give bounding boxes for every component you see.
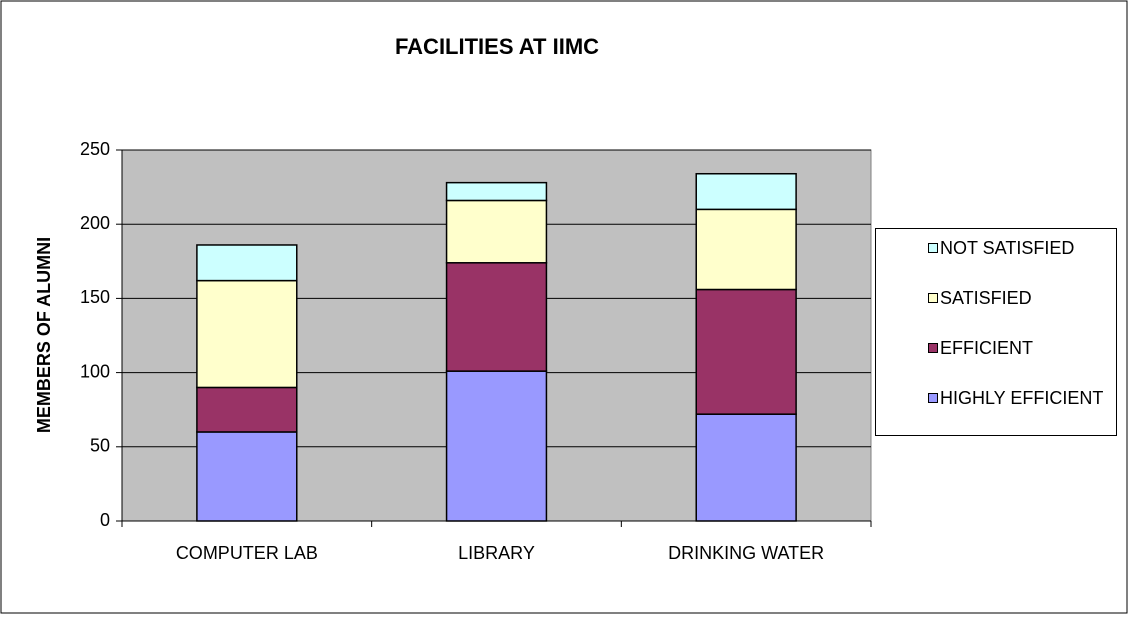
- y-axis-label: MEMBERS OF ALUMNI: [34, 237, 54, 433]
- bar-segment: [445, 262, 548, 372]
- legend-item: HIGHLY EFFICIENT: [928, 387, 1116, 437]
- bar-segment: [445, 370, 548, 522]
- legend-label: EFFICIENT: [940, 338, 1033, 358]
- bar-segment: [695, 172, 797, 211]
- bar-segment: [695, 208, 797, 291]
- y-tick-label: 50: [90, 436, 110, 456]
- x-tick-label: COMPUTER LAB: [176, 543, 318, 563]
- bar-segment: [445, 181, 548, 202]
- legend-label: NOT SATISFIED: [940, 238, 1075, 258]
- bar-segment: [196, 431, 298, 522]
- legend-item: SATISFIED: [928, 287, 1116, 337]
- bar-segment: [695, 288, 797, 415]
- legend-swatch: [928, 293, 938, 303]
- chart-title: FACILITIES AT IIMC: [395, 34, 599, 59]
- x-tick-label: LIBRARY: [458, 543, 535, 563]
- bar-segment: [196, 386, 298, 433]
- bar-segment: [196, 244, 298, 282]
- legend-item: EFFICIENT: [928, 337, 1116, 387]
- y-tick-label: 200: [80, 213, 110, 233]
- y-tick-label: 150: [80, 287, 110, 307]
- legend-label: SATISFIED: [940, 288, 1032, 308]
- legend-item: NOT SATISFIED: [928, 237, 1116, 287]
- y-tick-label: 100: [80, 361, 110, 381]
- legend-swatch: [928, 343, 938, 353]
- bar-segment: [445, 199, 548, 264]
- x-tick-label: DRINKING WATER: [668, 543, 824, 563]
- legend-swatch: [928, 243, 938, 253]
- y-tick-label: 0: [100, 510, 110, 530]
- bar-segment: [196, 279, 298, 389]
- legend: NOT SATISFIED SATISFIED EFFICIENT HIGHLY EF…: [875, 228, 1117, 436]
- legend-swatch: [928, 393, 938, 403]
- legend-label: HIGHLY EFFICIENT: [940, 388, 1104, 408]
- y-tick-label: 250: [80, 139, 110, 159]
- bar-segment: [695, 413, 797, 522]
